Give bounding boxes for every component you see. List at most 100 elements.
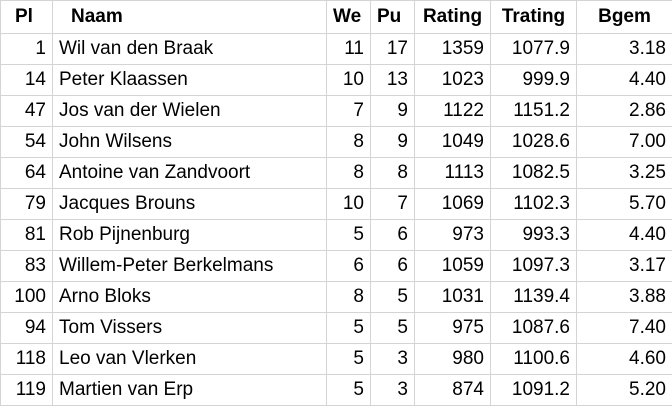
cell-bgem: 5.70 (576, 188, 672, 220)
cell-naam: Peter Klaassen (52, 64, 327, 96)
cell-we: 7 (326, 95, 371, 127)
header-pl: Pl (0, 0, 53, 34)
cell-trating: 1077.9 (490, 33, 577, 65)
cell-trating: 1102.3 (490, 188, 577, 220)
cell-we: 8 (326, 157, 371, 189)
cell-pu: 8 (370, 157, 415, 189)
cell-we: 5 (326, 219, 371, 251)
header-trating: Trating (490, 0, 577, 34)
cell-pl: 119 (0, 374, 53, 406)
cell-we: 5 (326, 343, 371, 375)
cell-pl: 47 (0, 95, 53, 127)
cell-pl: 64 (0, 157, 53, 189)
cell-naam: Tom Vissers (52, 312, 327, 344)
cell-naam: Rob Pijnenburg (52, 219, 327, 251)
cell-pl: 94 (0, 312, 53, 344)
table-row: 14 Peter Klaassen 10 13 1023 999.9 4.40 (0, 64, 672, 96)
cell-bgem: 7.40 (576, 312, 672, 344)
header-row: Pl Naam We Pu Rating Trating Bgem (0, 0, 672, 34)
cell-rating: 1049 (414, 126, 491, 158)
table-row: 119 Martien van Erp 5 3 874 1091.2 5.20 (0, 374, 672, 406)
cell-pl: 83 (0, 250, 53, 282)
cell-bgem: 3.17 (576, 250, 672, 282)
table-row: 79 Jacques Brouns 10 7 1069 1102.3 5.70 (0, 188, 672, 220)
cell-bgem: 2.86 (576, 95, 672, 127)
cell-pu: 9 (370, 95, 415, 127)
cell-trating: 999.9 (490, 64, 577, 96)
cell-bgem: 5.20 (576, 374, 672, 406)
cell-rating: 1031 (414, 281, 491, 313)
cell-we: 6 (326, 250, 371, 282)
cell-pu: 6 (370, 219, 415, 251)
cell-rating: 1069 (414, 188, 491, 220)
cell-rating: 975 (414, 312, 491, 344)
cell-pl: 100 (0, 281, 53, 313)
cell-pl: 81 (0, 219, 53, 251)
cell-trating: 1100.6 (490, 343, 577, 375)
cell-we: 10 (326, 64, 371, 96)
table-row: 100 Arno Bloks 8 5 1031 1139.4 3.88 (0, 281, 672, 313)
cell-naam: Leo van Vlerken (52, 343, 327, 375)
cell-pl: 14 (0, 64, 53, 96)
header-we: We (326, 0, 371, 34)
table-row: 81 Rob Pijnenburg 5 6 973 993.3 4.40 (0, 219, 672, 251)
table-row: 83 Willem-Peter Berkelmans 6 6 1059 1097.3 3.1… (0, 250, 672, 282)
cell-naam: Jos van der Wielen (52, 95, 327, 127)
cell-we: 5 (326, 374, 371, 406)
cell-naam: Wil van den Braak (52, 33, 327, 65)
cell-bgem: 4.60 (576, 343, 672, 375)
cell-we: 10 (326, 188, 371, 220)
cell-rating: 1359 (414, 33, 491, 65)
cell-naam: Antoine van Zandvoort (52, 157, 327, 189)
cell-trating: 993.3 (490, 219, 577, 251)
cell-we: 8 (326, 281, 371, 313)
header-pu: Pu (370, 0, 415, 34)
table-row: 118 Leo van Vlerken 5 3 980 1100.6 4.60 (0, 343, 672, 375)
cell-pu: 3 (370, 343, 415, 375)
cell-pu: 6 (370, 250, 415, 282)
header-rating: Rating (414, 0, 491, 34)
cell-trating: 1087.6 (490, 312, 577, 344)
cell-trating: 1151.2 (490, 95, 577, 127)
header-bgem: Bgem (576, 0, 672, 34)
cell-bgem: 7.00 (576, 126, 672, 158)
cell-pu: 17 (370, 33, 415, 65)
cell-we: 8 (326, 126, 371, 158)
cell-rating: 874 (414, 374, 491, 406)
cell-bgem: 3.25 (576, 157, 672, 189)
cell-rating: 1122 (414, 95, 491, 127)
table-body: 1 Wil van den Braak 11 17 1359 1077.9 3.18 14 Pe… (0, 33, 672, 406)
cell-pu: 9 (370, 126, 415, 158)
cell-pl: 54 (0, 126, 53, 158)
cell-naam: Willem-Peter Berkelmans (52, 250, 327, 282)
cell-naam: Martien van Erp (52, 374, 327, 406)
cell-trating: 1028.6 (490, 126, 577, 158)
cell-rating: 980 (414, 343, 491, 375)
cell-pl: 79 (0, 188, 53, 220)
cell-rating: 1059 (414, 250, 491, 282)
cell-trating: 1091.2 (490, 374, 577, 406)
cell-bgem: 3.88 (576, 281, 672, 313)
cell-pu: 3 (370, 374, 415, 406)
cell-trating: 1097.3 (490, 250, 577, 282)
cell-we: 5 (326, 312, 371, 344)
table-row: 47 Jos van der Wielen 7 9 1122 1151.2 2.86 (0, 95, 672, 127)
cell-naam: John Wilsens (52, 126, 327, 158)
header-naam: Naam (52, 0, 327, 34)
cell-bgem: 3.18 (576, 33, 672, 65)
cell-pu: 5 (370, 281, 415, 313)
cell-rating: 1113 (414, 157, 491, 189)
cell-pu: 7 (370, 188, 415, 220)
cell-pl: 1 (0, 33, 53, 65)
cell-trating: 1139.4 (490, 281, 577, 313)
cell-rating: 1023 (414, 64, 491, 96)
cell-pu: 5 (370, 312, 415, 344)
cell-bgem: 4.40 (576, 64, 672, 96)
table-row: 94 Tom Vissers 5 5 975 1087.6 7.40 (0, 312, 672, 344)
cell-naam: Jacques Brouns (52, 188, 327, 220)
cell-pu: 13 (370, 64, 415, 96)
cell-trating: 1082.5 (490, 157, 577, 189)
cell-pl: 118 (0, 343, 53, 375)
cell-we: 11 (326, 33, 371, 65)
